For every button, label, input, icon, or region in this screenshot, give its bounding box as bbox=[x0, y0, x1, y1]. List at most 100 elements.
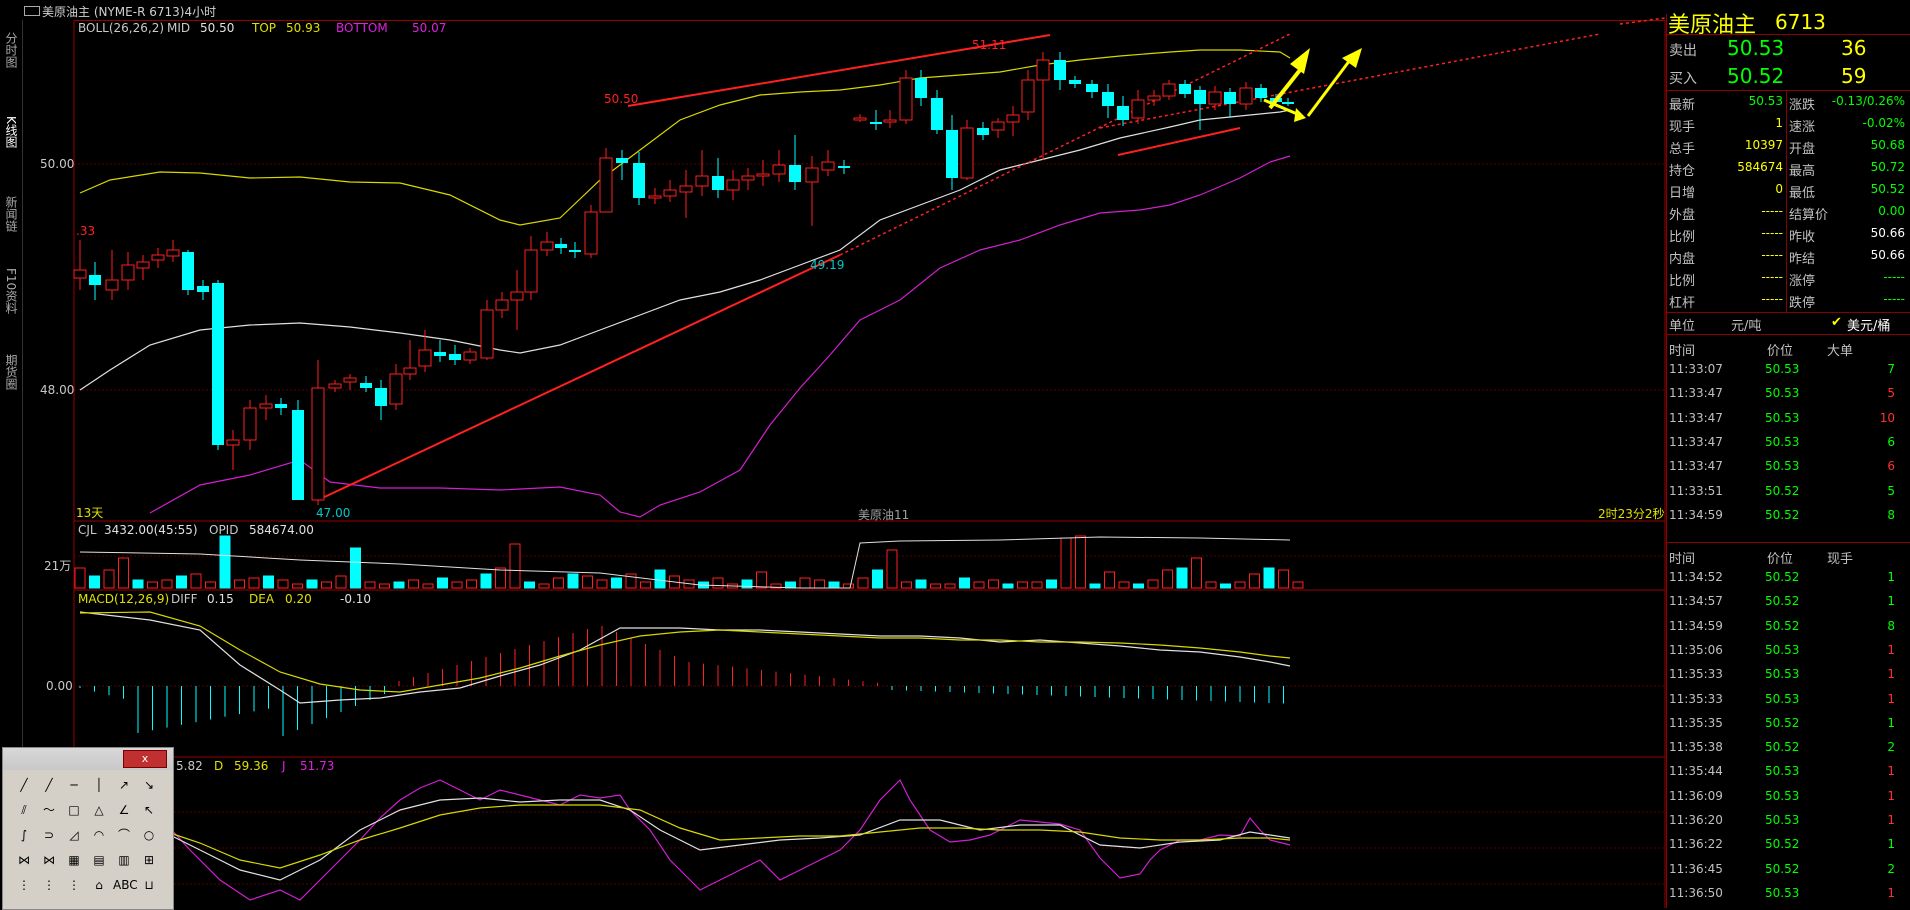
vlines2-tool-icon[interactable]: ⋮ bbox=[43, 878, 55, 892]
sell-price: 50.53 bbox=[1727, 36, 1785, 60]
house-tool-icon[interactable]: ⌂ bbox=[95, 878, 103, 892]
volume-bar bbox=[451, 581, 463, 589]
rect-tool-icon[interactable]: □ bbox=[68, 803, 80, 817]
row-price: 50.53 bbox=[1765, 764, 1800, 779]
arrow-up-tool-icon[interactable]: ↗ bbox=[118, 778, 130, 792]
candle bbox=[633, 152, 645, 205]
stat-value: 10397 bbox=[1744, 138, 1783, 152]
tab-news[interactable]: 新闻链 bbox=[4, 196, 18, 232]
row-size: 1 bbox=[1887, 885, 1895, 900]
row-price: 50.52 bbox=[1765, 740, 1800, 755]
candle bbox=[105, 250, 119, 300]
row-time: 11:36:09 bbox=[1669, 788, 1723, 803]
vline-tool-icon[interactable]: │ bbox=[95, 778, 103, 792]
volume-bar bbox=[1263, 567, 1275, 589]
volume-bar bbox=[466, 579, 477, 589]
box-tool-icon[interactable]: ⊞ bbox=[143, 853, 155, 867]
row-time: 11:36:22 bbox=[1669, 837, 1723, 852]
trend-support-line bbox=[317, 254, 841, 501]
candle bbox=[569, 242, 581, 258]
candle bbox=[663, 180, 677, 202]
row-size: 1 bbox=[1887, 667, 1895, 682]
volume-bar bbox=[857, 577, 869, 589]
candle bbox=[226, 430, 240, 470]
unit-option-b[interactable]: 美元/桶 bbox=[1847, 319, 1891, 334]
candle bbox=[182, 250, 194, 295]
line-tool-icon[interactable]: ╱ bbox=[20, 778, 28, 792]
curve-tool-icon[interactable]: ∫ bbox=[20, 828, 28, 842]
volume-bar bbox=[248, 577, 260, 589]
stat-label: 持仓 bbox=[1669, 164, 1696, 179]
kdj-d-label: D bbox=[214, 759, 224, 773]
window-icon[interactable] bbox=[24, 6, 40, 16]
gann-fan-tool-icon[interactable]: ⋈ bbox=[43, 853, 55, 867]
contract-center-label: 美原油11 bbox=[858, 508, 910, 522]
fib-tool-icon[interactable]: ◿ bbox=[69, 828, 79, 842]
candle bbox=[1131, 90, 1145, 124]
candle bbox=[243, 400, 257, 450]
volume-bar bbox=[190, 573, 202, 589]
gann-tool-icon[interactable]: ⋈ bbox=[18, 853, 30, 867]
boll-bottom-line bbox=[149, 155, 1291, 518]
kline-chart[interactable] bbox=[0, 0, 1666, 908]
hline-tool-icon[interactable]: ─ bbox=[70, 778, 78, 792]
text-tool-icon[interactable]: ABC bbox=[113, 878, 138, 892]
candle bbox=[1194, 86, 1206, 130]
drawing-toolbox[interactable]: x ╱ ╱ ─ │ ↗ ↘ ⫽ 〜 □ △ ∠ ↖ ∫ ⊃ ◿ ◠ ⌒ ○ ⋈ ⋈ ▦ ▤ ▥ ⊞ ⋮ ⋮ ⋮ ⌂ ABC ⊔ bbox=[2, 747, 174, 910]
unit-option-a[interactable]: 元/吨 bbox=[1731, 319, 1762, 334]
arrow-back-tool-icon[interactable]: ↖ bbox=[143, 803, 155, 817]
triangle-tool-icon[interactable]: △ bbox=[94, 803, 104, 817]
volume-bar bbox=[553, 577, 564, 589]
tab-community[interactable]: 期货圈 bbox=[4, 354, 18, 390]
kdj-k-line bbox=[169, 797, 1291, 881]
ray-tool-icon[interactable]: ╱ bbox=[45, 778, 53, 792]
stat-label: 昨收 bbox=[1789, 230, 1816, 245]
stat-label: 杠杆 bbox=[1669, 296, 1696, 311]
grid-tool-icon[interactable]: ▦ bbox=[68, 853, 80, 867]
tab-f10[interactable]: F10资料 bbox=[4, 268, 18, 315]
annotation-low: 47.00 bbox=[316, 506, 351, 520]
candle bbox=[1036, 52, 1050, 160]
volume-bar bbox=[611, 577, 622, 589]
row-time: 11:36:45 bbox=[1669, 861, 1723, 876]
vlines3-tool-icon[interactable]: ⋮ bbox=[68, 878, 80, 892]
arc-tool-icon[interactable]: ⊃ bbox=[43, 828, 55, 842]
candle-series bbox=[73, 52, 1294, 505]
channel-tool-icon[interactable]: ▤ bbox=[93, 853, 105, 867]
candle bbox=[89, 262, 101, 300]
quote-panel: 美原油主 6713 卖出 50.53 36 买入 50.52 59 最新 50.5… bbox=[1666, 10, 1910, 908]
boll-mid-line bbox=[79, 109, 1291, 391]
arch-tool-icon[interactable]: ◠ bbox=[93, 828, 105, 842]
row-price: 50.53 bbox=[1765, 788, 1800, 803]
candle bbox=[1117, 96, 1129, 126]
row-size: 7 bbox=[1887, 362, 1895, 376]
stat-value: ----- bbox=[1761, 204, 1783, 218]
cycle-tool-icon[interactable]: ▥ bbox=[118, 853, 130, 867]
tab-kline[interactable]: K线图 bbox=[4, 116, 18, 148]
volume-bar bbox=[872, 569, 883, 589]
vlines-tool-icon[interactable]: ⋮ bbox=[18, 878, 30, 892]
ticks-header-time: 时间 bbox=[1669, 552, 1696, 567]
wave-tool-icon[interactable]: ⌒ bbox=[117, 828, 130, 842]
row-size: 8 bbox=[1887, 618, 1895, 633]
row-time: 11:33:47 bbox=[1669, 386, 1723, 401]
candle bbox=[838, 160, 850, 174]
toolbox-caption[interactable]: x bbox=[3, 748, 173, 770]
circle-tool-icon[interactable]: ○ bbox=[143, 828, 155, 842]
volume-bar bbox=[509, 543, 521, 589]
tab-timeshare[interactable]: 分时图 bbox=[4, 32, 18, 68]
close-button[interactable]: x bbox=[123, 750, 167, 768]
arrow-down-tool-icon[interactable]: ↘ bbox=[143, 778, 155, 792]
bucket-tool-icon[interactable]: ⊔ bbox=[144, 878, 154, 892]
parallel-tool-icon[interactable]: ⫽ bbox=[21, 803, 27, 817]
candle bbox=[212, 280, 224, 450]
row-price: 50.52 bbox=[1765, 507, 1800, 522]
volume-bar bbox=[335, 575, 347, 589]
stat-label: 速涨 bbox=[1789, 120, 1816, 135]
angle-tool-icon[interactable]: ∠ bbox=[118, 803, 130, 817]
candle bbox=[616, 150, 628, 180]
row-price: 50.53 bbox=[1765, 434, 1800, 449]
candle bbox=[772, 150, 786, 182]
polyline-tool-icon[interactable]: 〜 bbox=[42, 803, 55, 817]
stat-label: 跌停 bbox=[1789, 296, 1816, 311]
